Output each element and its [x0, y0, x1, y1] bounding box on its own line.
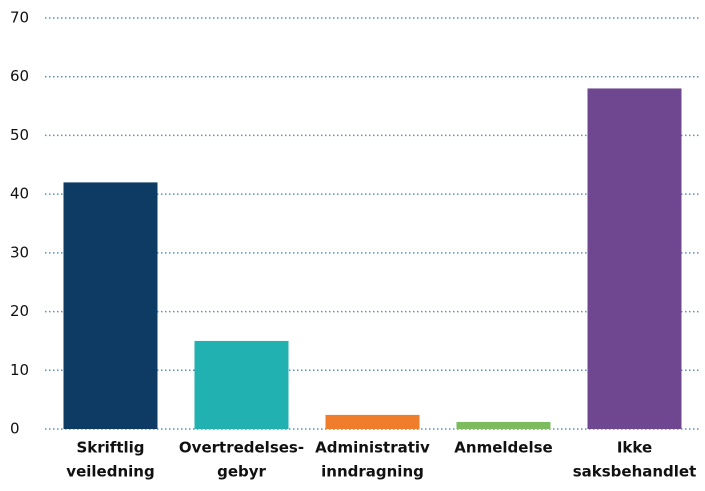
y-tick-label: 70 — [10, 9, 29, 27]
y-tick-label: 60 — [10, 67, 29, 85]
y-tick-label: 10 — [10, 361, 29, 379]
y-tick-label: 40 — [10, 185, 29, 203]
x-tick-label: veiledning — [66, 463, 154, 481]
bar — [587, 88, 682, 429]
x-tick-label: Skriftlig — [76, 439, 144, 457]
y-tick-label: 20 — [10, 302, 29, 320]
bar — [456, 421, 551, 429]
x-tick-label: Anmeldelse — [454, 439, 552, 457]
bar — [194, 340, 289, 429]
bar — [63, 182, 158, 429]
y-tick-label: 30 — [10, 243, 29, 261]
x-tick-label: saksbehandlet — [573, 463, 697, 481]
y-tick-label: 50 — [10, 126, 29, 144]
y-tick-label: 0 — [10, 420, 20, 438]
x-tick-label: Ikke — [617, 439, 652, 457]
x-tick-label: inndragning — [321, 463, 424, 481]
x-tick-label: Overtredelses- — [179, 439, 304, 457]
bar — [325, 414, 420, 429]
x-tick-label: gebyr — [217, 463, 266, 481]
x-tick-label: Administrativ — [315, 439, 430, 457]
